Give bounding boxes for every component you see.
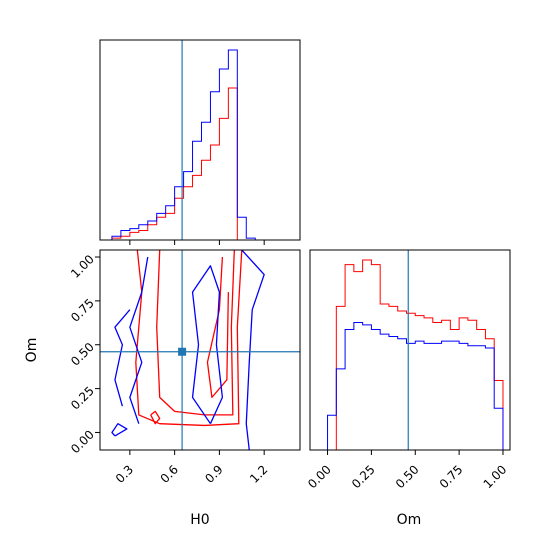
om-hist-xtick-label-2: 0.50 (393, 462, 422, 491)
contour-red-1 (156, 250, 235, 416)
contour-lines (111, 250, 265, 450)
om-hist-frame (309, 249, 511, 451)
h0-hist-red-series (102, 87, 265, 241)
contour-blue-1 (191, 265, 224, 425)
contour-ytick-label-3: 0.75 (68, 296, 97, 325)
contour-ytick-label-4: 1.00 (68, 252, 97, 281)
contour-frame (99, 249, 301, 451)
h0-marginal-panel (99, 39, 301, 245)
contour-xtick-label-0: 0.3 (113, 462, 136, 485)
contour-blue-0 (241, 250, 265, 450)
contour-red-3 (150, 410, 161, 425)
h0-om-contour-panel: 0.3 0.6 0.9 1.2 0.00 0.25 0.50 0.75 1.00 (68, 249, 301, 486)
om-contour-axis-label: Om (24, 338, 40, 363)
h0-hist-frame (99, 39, 301, 241)
truth-marker (178, 347, 187, 356)
contour-blue-3 (114, 309, 131, 407)
om-hist-red-series (318, 259, 504, 451)
contour-ytick-label-2: 0.50 (68, 340, 97, 369)
om-hist-blue-series (318, 322, 504, 451)
om-axis-label: Om (397, 512, 422, 528)
om-hist-xtick-label-1: 0.25 (349, 462, 378, 491)
contour-ytick-label-0: 0.00 (68, 428, 97, 457)
contour-blue-4 (111, 423, 128, 437)
contour-xtick-label-3: 1.2 (247, 462, 270, 485)
om-hist-xtick-label-0: 0.00 (305, 462, 334, 491)
contour-red-2 (206, 256, 230, 399)
contour-xtick-label-2: 0.9 (202, 462, 225, 485)
h0-axis-label: H0 (190, 512, 209, 528)
contour-red-0 (135, 250, 243, 427)
contour-blue-2 (129, 256, 149, 424)
om-marginal-panel: 0.00 0.25 0.50 0.75 1.00 (305, 249, 511, 491)
contour-ytick-label-1: 0.25 (68, 384, 97, 413)
om-hist-xtick-label-4: 1.00 (481, 462, 510, 491)
om-hist-xtick-label-3: 0.75 (437, 462, 466, 491)
h0-hist-blue-series (102, 49, 265, 241)
contour-xtick-label-1: 0.6 (158, 462, 181, 485)
